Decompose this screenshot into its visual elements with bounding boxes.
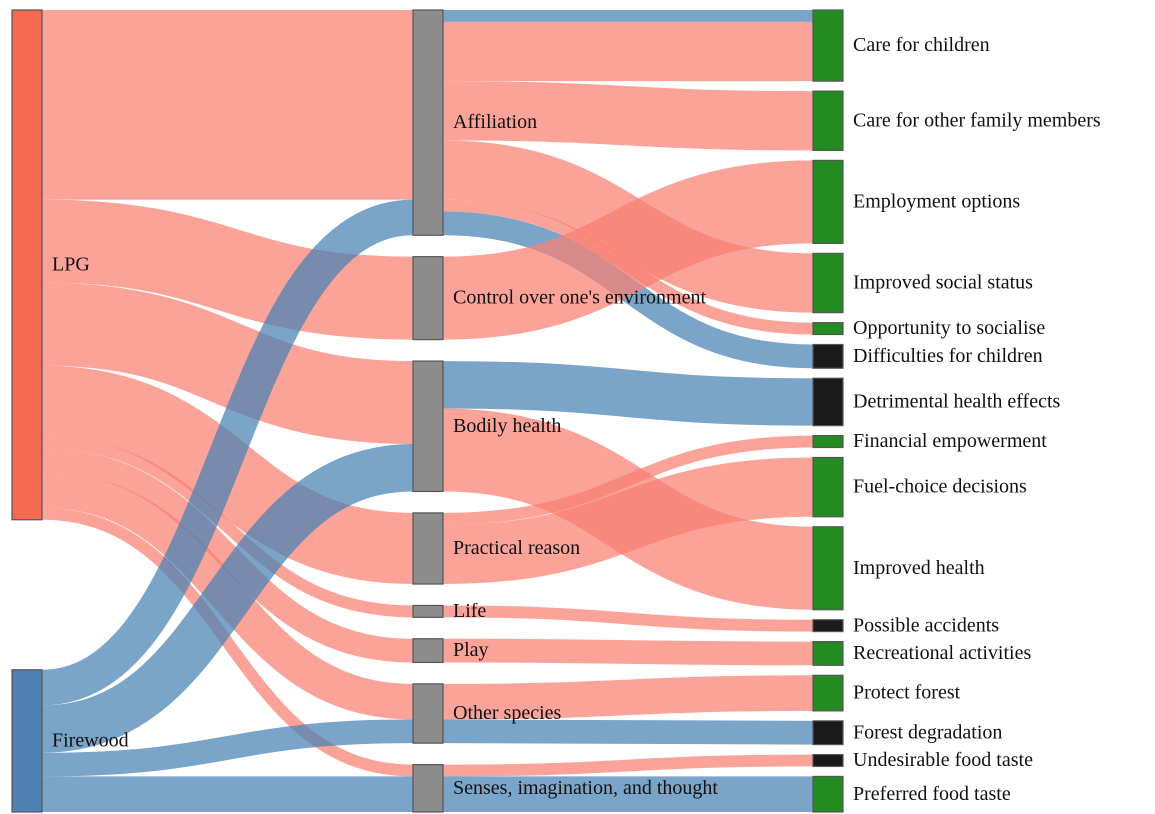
node bbox=[812, 159, 844, 244]
node-label: Recreational activities bbox=[853, 642, 1031, 664]
node-label: Preferred food taste bbox=[853, 783, 1011, 805]
node bbox=[812, 9, 844, 82]
node bbox=[812, 435, 844, 449]
link bbox=[41, 199, 414, 340]
link bbox=[41, 448, 414, 663]
node-label: Care for other family members bbox=[853, 109, 1101, 131]
node bbox=[412, 360, 444, 493]
link bbox=[40, 199, 415, 706]
node-label: Other species bbox=[453, 702, 562, 724]
labels: LPG Firewood Affiliation Control over one's… bbox=[52, 34, 1101, 805]
link bbox=[442, 435, 814, 525]
node-label: Firewood bbox=[52, 729, 129, 751]
node bbox=[812, 90, 844, 152]
node-label: Protect forest bbox=[853, 682, 961, 704]
link bbox=[41, 282, 414, 445]
node-label: Forest degradation bbox=[853, 721, 1002, 743]
node-label: Care for children bbox=[853, 34, 990, 56]
link bbox=[41, 507, 414, 777]
link bbox=[442, 638, 814, 666]
node bbox=[812, 252, 844, 314]
link bbox=[442, 81, 814, 151]
node bbox=[812, 640, 844, 666]
node-label: Undesirable food taste bbox=[853, 749, 1033, 771]
link bbox=[41, 719, 414, 777]
node bbox=[412, 763, 444, 813]
node-label: Affiliation bbox=[453, 111, 537, 133]
node bbox=[812, 343, 844, 369]
node-label: Life bbox=[453, 600, 486, 622]
node bbox=[11, 9, 43, 521]
node-label: Possible accidents bbox=[853, 614, 999, 636]
node bbox=[812, 322, 844, 336]
node-label: Difficulties for children bbox=[853, 345, 1043, 367]
node bbox=[812, 674, 844, 712]
link bbox=[442, 675, 814, 720]
node-label: Employment options bbox=[853, 190, 1020, 212]
link bbox=[442, 160, 814, 340]
link bbox=[442, 719, 814, 745]
node-label: LPG bbox=[52, 253, 90, 275]
node bbox=[812, 753, 844, 768]
node bbox=[412, 512, 444, 585]
node-label: Improved social status bbox=[853, 272, 1033, 294]
node-label: Practical reason bbox=[453, 537, 580, 559]
links bbox=[40, 9, 814, 812]
node-label: Bodily health bbox=[453, 415, 561, 437]
link bbox=[442, 754, 814, 777]
node-label: Detrimental health effects bbox=[853, 391, 1061, 413]
node-label: Financial empowerment bbox=[853, 430, 1047, 452]
node bbox=[412, 604, 444, 618]
node-label: Control over one's environment bbox=[453, 287, 706, 309]
link bbox=[442, 457, 814, 585]
node-label: Fuel-choice decisions bbox=[853, 476, 1027, 498]
link bbox=[41, 444, 414, 753]
node bbox=[412, 256, 444, 341]
node bbox=[11, 669, 43, 813]
link bbox=[442, 605, 814, 632]
node bbox=[412, 9, 444, 236]
node bbox=[812, 377, 844, 427]
node-label: Senses, imagination, and thought bbox=[453, 777, 718, 799]
nodes bbox=[11, 9, 844, 813]
node bbox=[812, 619, 844, 633]
node bbox=[412, 683, 444, 744]
node bbox=[812, 720, 844, 746]
node-label: Improved health bbox=[853, 557, 985, 579]
link bbox=[442, 361, 814, 426]
node bbox=[412, 638, 444, 664]
node bbox=[812, 526, 844, 611]
node bbox=[812, 775, 844, 813]
node-label: Play bbox=[453, 639, 489, 661]
node bbox=[812, 456, 844, 518]
link bbox=[41, 436, 414, 618]
node-label: Opportunity to socialise bbox=[853, 317, 1045, 339]
